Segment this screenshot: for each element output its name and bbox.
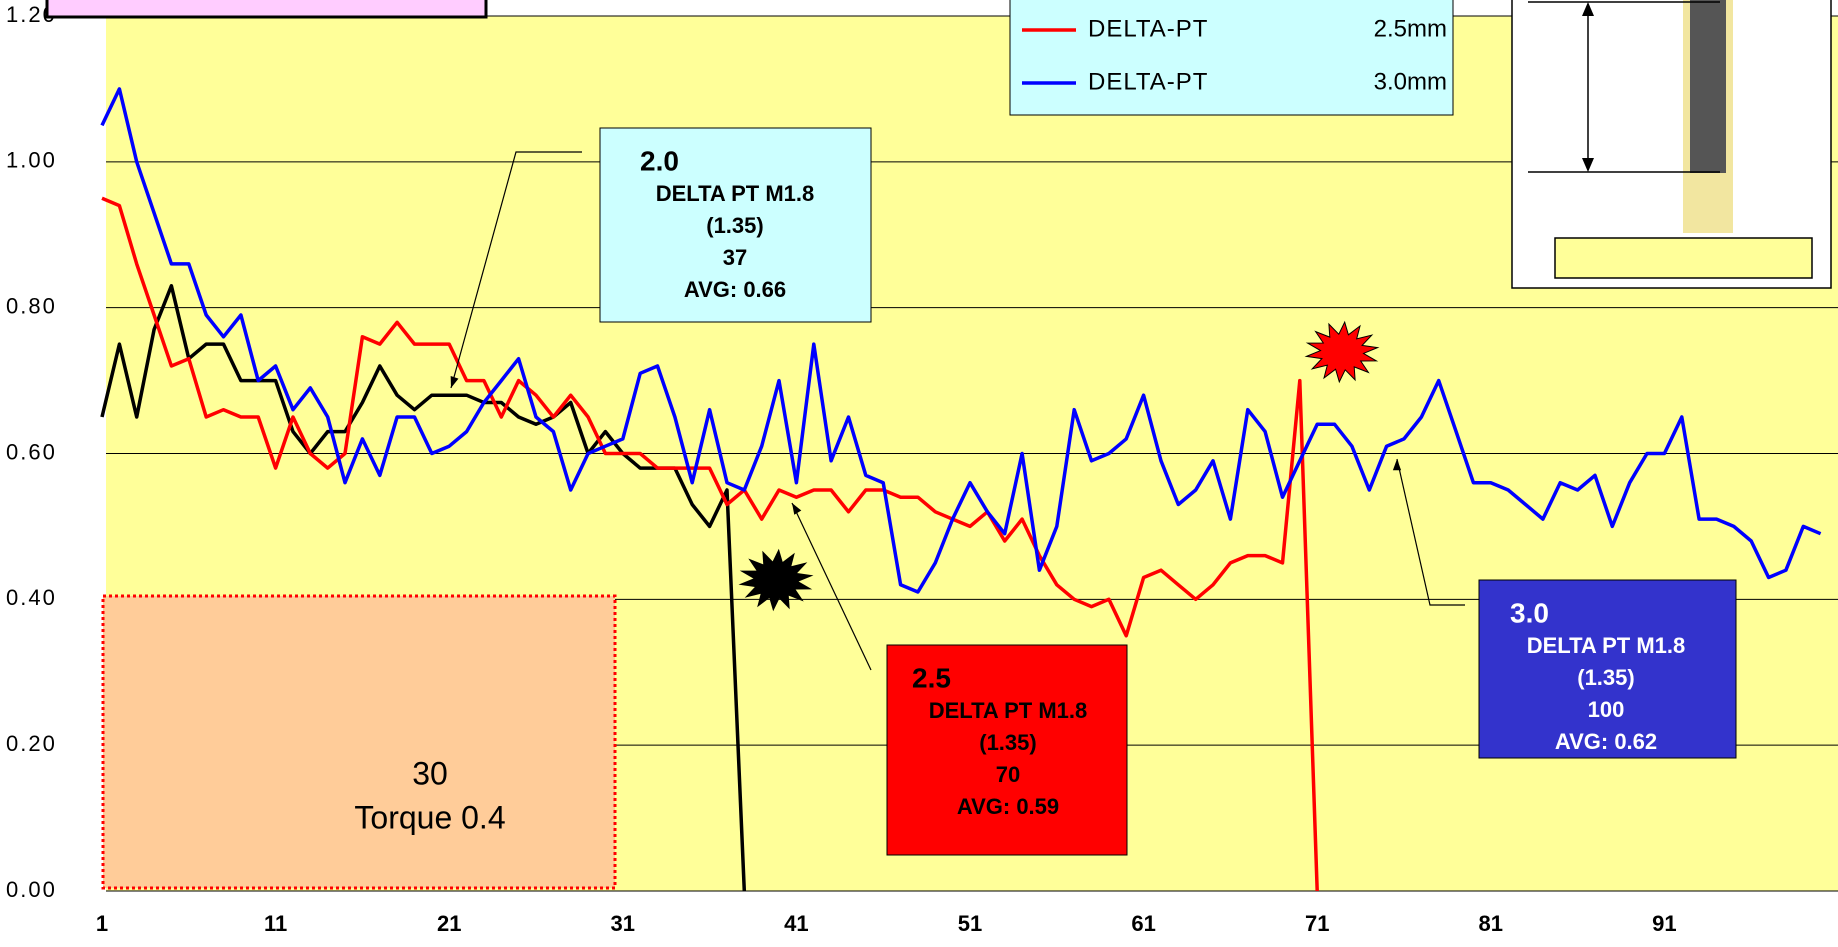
annotation-text: AVG: 0.66 — [684, 277, 786, 302]
annotation-text: AVG: 0.62 — [1555, 729, 1657, 754]
annotation-text: 37 — [723, 245, 747, 270]
legend-size: 3.0mm — [1374, 68, 1447, 95]
figure-screw — [1690, 0, 1726, 173]
legend-label: DELTA-PT — [1088, 68, 1208, 95]
x-tick-label: 71 — [1305, 911, 1329, 936]
screw-figure — [1512, 0, 1831, 288]
x-tick-label: 21 — [437, 911, 461, 936]
x-tick-label: 41 — [784, 911, 808, 936]
annotation-text: AVG: 0.59 — [957, 794, 1059, 819]
annotation-text: 100 — [1588, 697, 1625, 722]
annotation-text: DELTA PT M1.8 — [929, 698, 1088, 723]
chart: 0.000.200.400.600.801.001.20111213141516… — [0, 0, 1838, 947]
x-tick-label: 51 — [958, 911, 982, 936]
x-tick-label: 81 — [1479, 911, 1503, 936]
x-tick-label: 61 — [1131, 911, 1155, 936]
page: 0.000.200.400.600.801.001.20111213141516… — [0, 0, 1838, 947]
annotation-text: 30 — [412, 755, 448, 791]
y-tick-label: 0.00 — [6, 877, 57, 902]
y-tick-label: 0.40 — [6, 585, 57, 610]
title-box — [47, 0, 486, 17]
annotation-text: (1.35) — [706, 213, 763, 238]
annotation-box — [103, 596, 615, 888]
legend-label: DELTA-PT — [1088, 15, 1208, 42]
annotation-text: 2.0 — [640, 145, 679, 176]
y-tick-label: 1.00 — [6, 148, 57, 173]
legend-size: 2.5mm — [1374, 15, 1447, 42]
annotation-text: (1.35) — [979, 730, 1036, 755]
x-tick-label: 91 — [1652, 911, 1676, 936]
annotation-text: DELTA PT M1.8 — [656, 181, 815, 206]
annotation-text: (1.35) — [1577, 665, 1634, 690]
annotation-text: 3.0 — [1510, 597, 1549, 628]
x-tick-label: 31 — [611, 911, 635, 936]
y-tick-label: 0.20 — [6, 731, 57, 756]
annotation-text: 2.5 — [912, 662, 951, 693]
y-tick-label: 0.60 — [6, 439, 57, 464]
x-tick-label: 11 — [264, 911, 287, 936]
annotation-text: DELTA PT M1.8 — [1527, 633, 1686, 658]
y-tick-label: 0.80 — [6, 293, 57, 318]
figure-caption-box — [1555, 238, 1812, 278]
x-tick-label: 1 — [96, 911, 108, 936]
annotation-text: 70 — [996, 762, 1020, 787]
annotation-text: Torque 0.4 — [354, 799, 505, 835]
